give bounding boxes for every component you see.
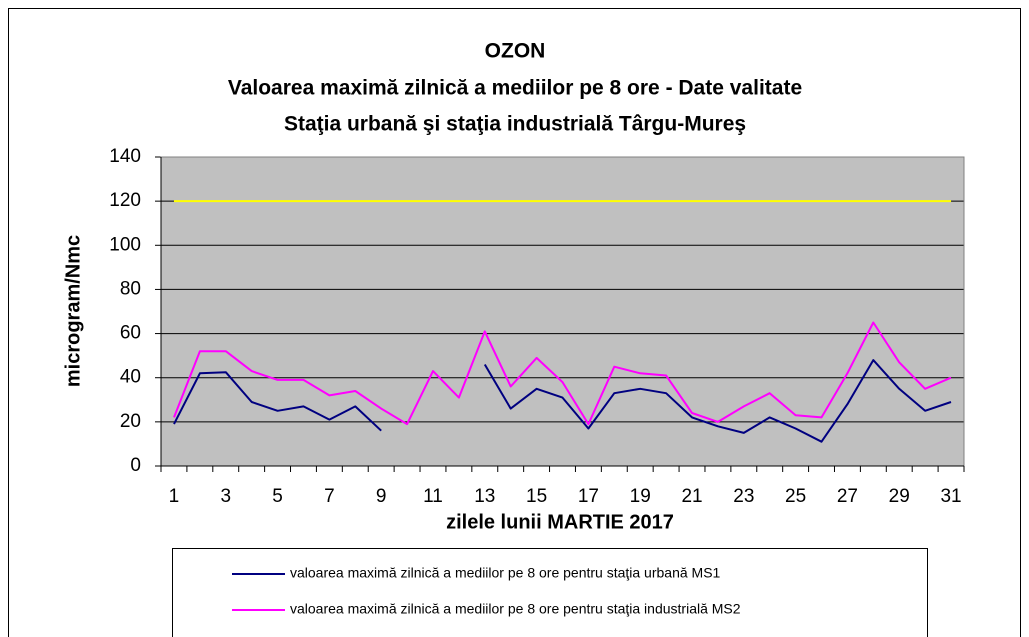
y-tick-label: 0 — [130, 455, 141, 476]
y-tick-label: 20 — [120, 411, 141, 432]
y-tick-label: 100 — [109, 234, 141, 255]
chart-subtitle: Staţia urbană şi staţia industrială Târg… — [284, 113, 746, 136]
chart-title: OZON — [485, 40, 546, 63]
x-axis-label: zilele lunii MARTIE 2017 — [446, 511, 674, 533]
x-tick-label: 29 — [889, 486, 910, 507]
y-tick-label: 140 — [109, 146, 141, 167]
x-tick-label: 21 — [681, 486, 702, 507]
y-tick-label: 80 — [120, 278, 141, 299]
chart-subtitle: Valoarea maximă zilnică a mediilor pe 8 … — [228, 77, 802, 100]
x-tick-label: 1 — [169, 486, 180, 507]
x-tick-label: 5 — [272, 486, 283, 507]
x-tick-label: 11 — [423, 486, 443, 507]
y-tick-label: 60 — [120, 323, 141, 344]
x-tick-label: 23 — [733, 486, 754, 507]
x-tick-label: 9 — [376, 486, 387, 507]
y-axis-label: microgram/Nmc — [62, 235, 84, 387]
x-tick-label: 7 — [324, 486, 335, 507]
x-tick-label: 19 — [630, 486, 651, 507]
legend-label: valoarea maximă zilnică a mediilor pe 8 … — [290, 601, 741, 617]
x-tick-label: 17 — [578, 486, 599, 507]
x-tick-label: 31 — [940, 486, 961, 507]
x-tick-label: 25 — [785, 486, 806, 507]
x-tick-label: 15 — [526, 486, 547, 507]
series-line — [173, 321, 952, 426]
series-line — [173, 359, 952, 443]
legend — [172, 548, 928, 637]
x-tick-label: 13 — [474, 486, 495, 507]
legend-label: valoarea maximă zilnică a mediilor pe 8 … — [290, 565, 721, 581]
x-tick-label: 27 — [837, 486, 858, 507]
y-tick-label: 40 — [120, 367, 141, 388]
y-tick-label: 120 — [109, 190, 141, 211]
plot-area — [161, 157, 964, 466]
x-tick-label: 3 — [220, 486, 231, 507]
